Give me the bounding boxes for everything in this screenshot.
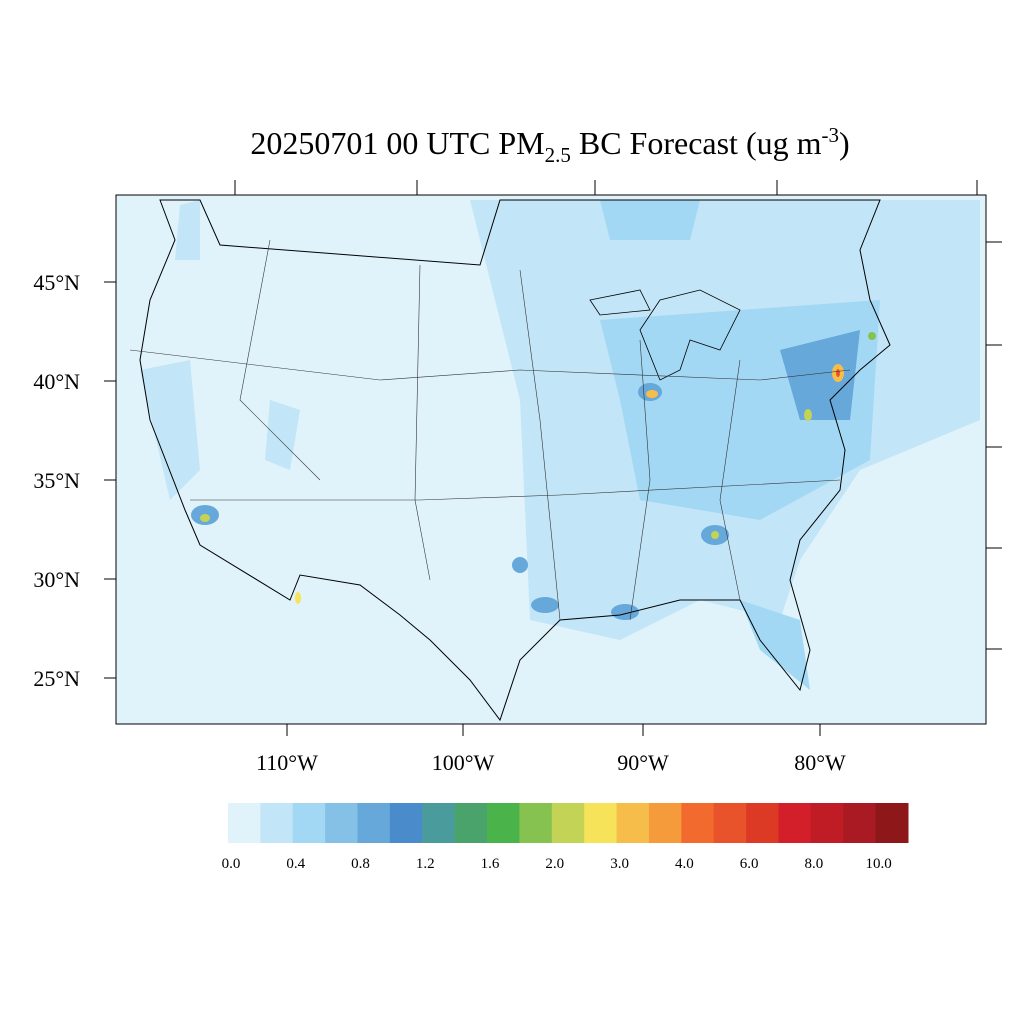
colorbar-label: 4.0 bbox=[675, 856, 694, 872]
map-axes: 45°N 40°N 35°N 30°N 25°N 110°W 100°W 90°W 80°W bbox=[33, 180, 1002, 775]
colorbar-swatch bbox=[778, 803, 812, 843]
colorbar-label: 6.0 bbox=[740, 856, 759, 872]
colorbar-swatch bbox=[616, 803, 650, 843]
colorbar-swatch bbox=[584, 803, 618, 843]
colorbar-swatch bbox=[487, 803, 520, 843]
colorbar-label: 2.0 bbox=[545, 856, 564, 872]
colorbar-swatch bbox=[875, 803, 909, 843]
colorbar-swatch bbox=[519, 803, 553, 843]
colorbar-label: 0.0 bbox=[222, 856, 241, 872]
colorbar-swatch bbox=[551, 803, 585, 843]
map-frame bbox=[115, 194, 987, 725]
colorbar-label: 0.4 bbox=[286, 856, 305, 872]
concentration-field bbox=[191, 330, 860, 620]
title-subscript: 2.5 bbox=[545, 143, 571, 167]
map-area bbox=[115, 194, 987, 725]
state-borders bbox=[129, 239, 851, 621]
colorbar-swatch bbox=[292, 803, 326, 843]
lat-label: 30°N bbox=[33, 567, 80, 592]
colorbar-swatch bbox=[648, 803, 682, 843]
lon-label: 100°W bbox=[432, 750, 495, 775]
title-end: ) bbox=[839, 125, 850, 161]
colorbar-swatch bbox=[681, 803, 715, 843]
colorbar-swatch bbox=[810, 803, 844, 843]
lon-label: 110°W bbox=[256, 750, 318, 775]
colorbar-swatch bbox=[422, 803, 456, 843]
colorbar-swatch bbox=[746, 803, 779, 843]
title-main: 20250701 00 UTC PM bbox=[250, 125, 544, 161]
lat-label: 45°N bbox=[33, 270, 80, 295]
lat-label: 40°N bbox=[33, 369, 80, 394]
colorbar-swatch bbox=[357, 803, 391, 843]
great-lakes bbox=[589, 289, 741, 381]
map-title: 20250701 00 UTC PM2.5 BC Forecast (ug m-… bbox=[250, 123, 849, 167]
title-rest: BC Forecast (ug m bbox=[571, 125, 822, 161]
lon-label: 80°W bbox=[794, 750, 846, 775]
colorbar-label: 0.8 bbox=[351, 856, 370, 872]
colorbar-swatch bbox=[260, 803, 294, 843]
title-superscript: -3 bbox=[821, 123, 839, 147]
colorbar-label: 1.2 bbox=[416, 856, 435, 872]
colorbar-swatch bbox=[228, 803, 261, 843]
hotspots bbox=[200, 332, 876, 604]
colorbar-swatch bbox=[389, 803, 423, 843]
colorbar-swatch bbox=[454, 803, 488, 843]
colorbar-swatch bbox=[713, 803, 747, 843]
lat-label: 35°N bbox=[33, 468, 80, 493]
colorbar-label: 8.0 bbox=[804, 856, 823, 872]
colorbar-label: 3.0 bbox=[610, 856, 629, 872]
colorbar-label: 1.6 bbox=[481, 856, 500, 872]
colorbar-label: 10.0 bbox=[865, 856, 891, 872]
lat-label: 25°N bbox=[33, 666, 80, 691]
colorbar-swatch bbox=[325, 803, 359, 843]
colorbar-swatch bbox=[843, 803, 877, 843]
colorbar: 0.0 0.4 0.8 1.2 1.6 2.0 3.0 4.0 6.0 8.0 10.0 bbox=[222, 803, 909, 872]
lon-label: 90°W bbox=[617, 750, 669, 775]
